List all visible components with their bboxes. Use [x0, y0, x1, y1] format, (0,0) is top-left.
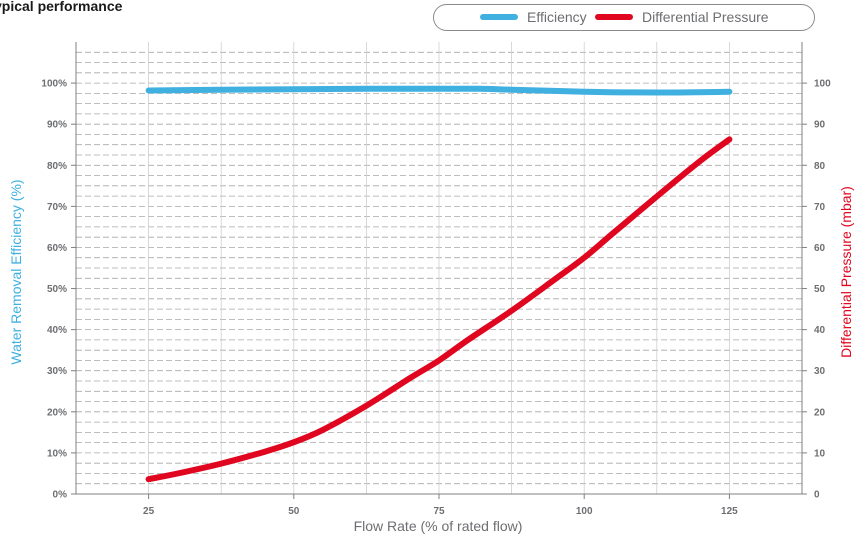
x-tick-label: 50 — [288, 506, 300, 517]
x-tick-label: 100 — [576, 506, 593, 517]
y-right-tick-label: 30 — [814, 366, 826, 377]
y-left-tick-label: 60% — [47, 243, 67, 254]
y-right-tick-label: 60 — [814, 243, 826, 254]
legend-label-efficiency: Efficiency — [527, 9, 587, 25]
legend-swatch-pressure — [595, 14, 633, 20]
x-tick-label: 25 — [143, 506, 155, 517]
legend-swatch-efficiency — [480, 14, 518, 20]
y-left-tick-label: 30% — [47, 366, 67, 377]
y-right-tick-label: 80 — [814, 161, 826, 172]
legend-item-efficiency: Efficiency — [480, 9, 587, 25]
chart-title: ypical performance — [0, 0, 123, 14]
legend-label-pressure: Differential Pressure — [642, 9, 769, 25]
chart-legend: Efficiency Differential Pressure — [433, 4, 815, 31]
y-left-tick-label: 80% — [47, 161, 67, 172]
series-line-efficiency — [145, 85, 733, 96]
y-right-tick-label: 0 — [814, 490, 820, 501]
y-right-tick-label: 50 — [814, 284, 826, 295]
y-right-tick-label: 70 — [814, 202, 826, 213]
y-axis-title-right: Differential Pressure (mbar) — [838, 186, 854, 358]
y-right-tick-label: 90 — [814, 120, 826, 131]
y-left-tick-label: 90% — [47, 120, 67, 131]
series — [145, 85, 733, 483]
y-left-tick-label: 100% — [41, 79, 67, 90]
y-left-tick-label: 10% — [47, 448, 67, 459]
x-axis-title: Flow Rate (% of rated flow) — [354, 518, 523, 534]
y-right-tick-label: 40 — [814, 325, 826, 336]
y-left-tick-label: 0% — [53, 490, 68, 501]
legend-item-pressure: Differential Pressure — [595, 9, 769, 25]
y-left-tick-label: 40% — [47, 325, 67, 336]
grid — [76, 42, 802, 494]
y-left-tick-label: 70% — [47, 202, 67, 213]
y-right-tick-label: 100 — [814, 79, 831, 90]
y-left-tick-label: 20% — [47, 407, 67, 418]
y-right-tick-label: 10 — [814, 448, 826, 459]
axes — [71, 42, 807, 499]
y-left-tick-label: 50% — [47, 284, 67, 295]
tick-labels: 0% 10% 20% 30% 40% 50% 60% 70% 80% 90% 100% 0 10 20 30… — [41, 79, 831, 517]
x-tick-label: 75 — [433, 506, 445, 517]
y-axis-title-left: Water Removal Efficiency (%) — [8, 179, 24, 364]
x-tick-label: 125 — [721, 506, 738, 517]
series-line-differential-pressure — [145, 136, 733, 483]
y-right-tick-label: 20 — [814, 407, 826, 418]
